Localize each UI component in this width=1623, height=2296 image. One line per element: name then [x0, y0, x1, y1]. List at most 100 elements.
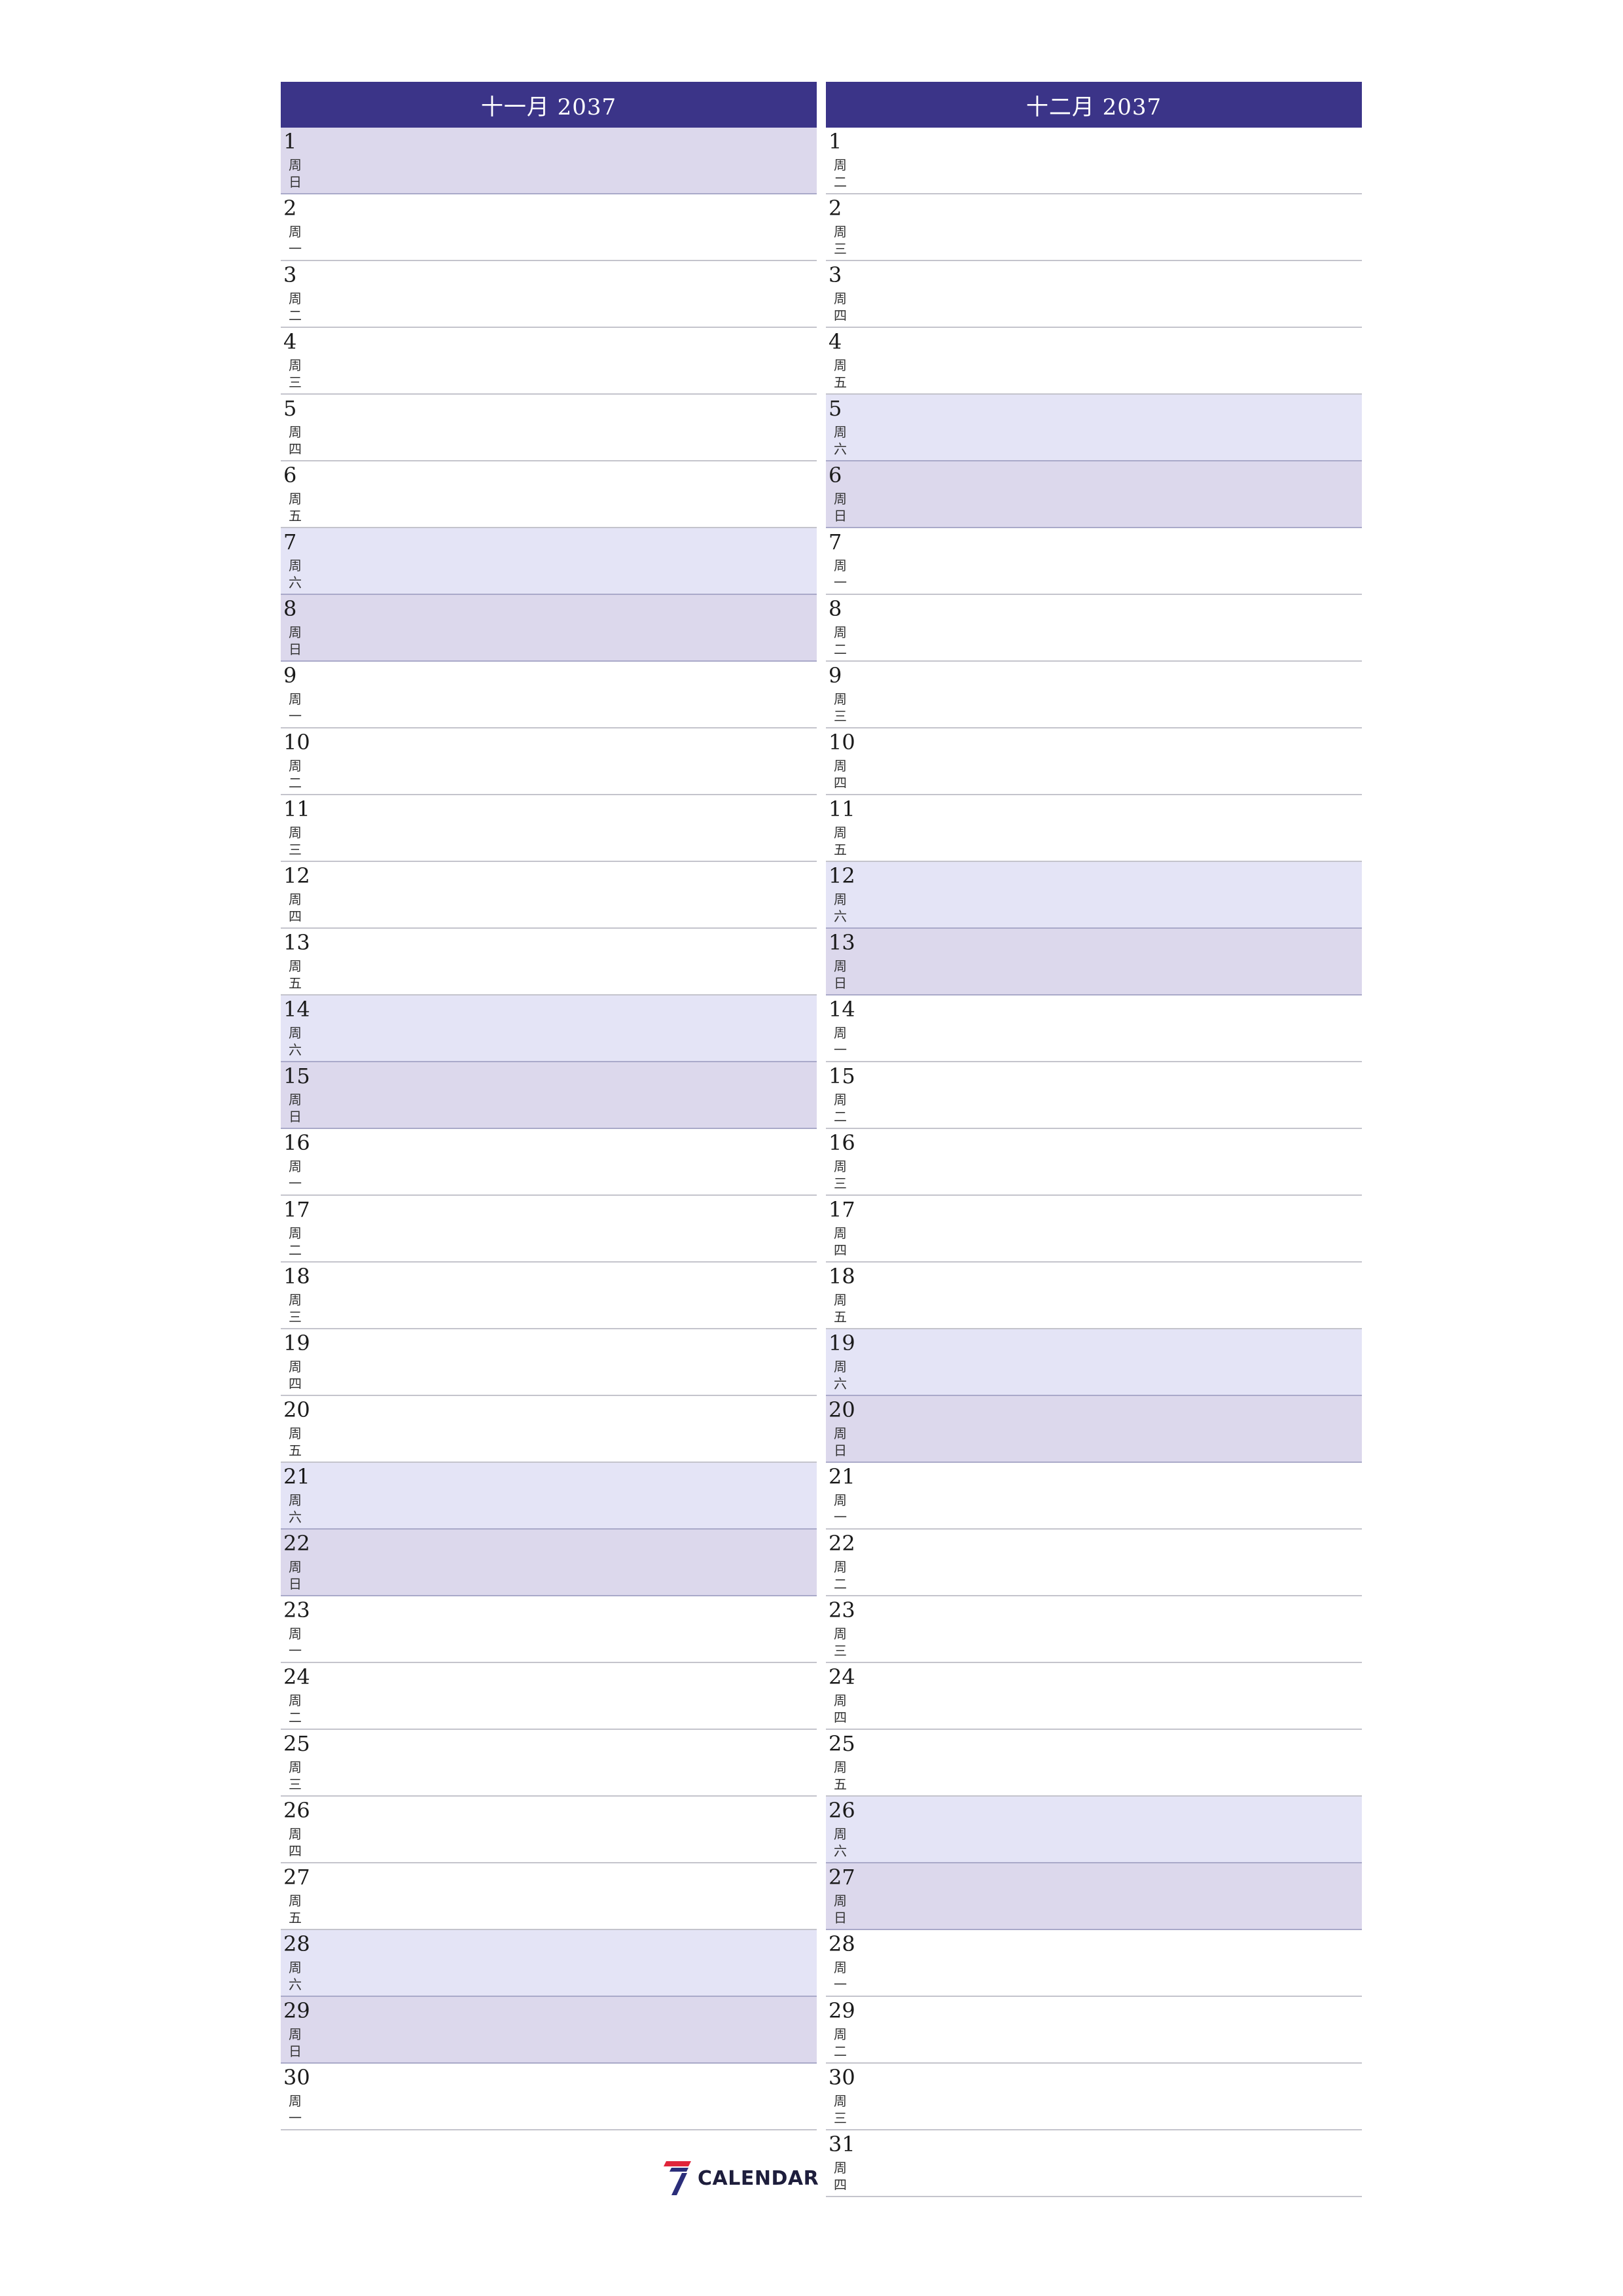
- weekday-label: 周日: [289, 624, 302, 657]
- weekday-label: 周六: [289, 1492, 302, 1525]
- day-row: 12 周四: [281, 862, 817, 929]
- day-number: 17: [283, 1197, 310, 1222]
- day-row: 16 周三: [826, 1129, 1362, 1196]
- day-number: 4: [829, 329, 842, 354]
- day-row: 4 周三: [281, 328, 817, 395]
- weekday-label: 周日: [289, 157, 302, 190]
- day-number: 24: [829, 1664, 855, 1689]
- weekday-label: 周四: [289, 1826, 302, 1859]
- day-number: 18: [283, 1264, 310, 1289]
- day-row: 26 周六: [826, 1797, 1362, 1863]
- day-row: 20 周五: [281, 1396, 817, 1463]
- day-row: 24 周二: [281, 1663, 817, 1730]
- day-number: 21: [829, 1464, 855, 1489]
- weekday-label: 周一: [289, 1158, 302, 1191]
- day-number: 26: [829, 1798, 855, 1823]
- day-row: 22 周日: [281, 1530, 817, 1596]
- weekday-label: 周一: [834, 1492, 847, 1525]
- day-number: 15: [829, 1064, 855, 1088]
- day-number: 15: [283, 1064, 310, 1088]
- day-row: 2 周一: [281, 194, 817, 261]
- day-row: 29 周日: [281, 1997, 817, 2064]
- weekday-label: 周日: [834, 958, 847, 991]
- weekday-label: 周一: [289, 2093, 302, 2126]
- day-row: 18 周三: [281, 1263, 817, 1329]
- weekday-label: 周日: [834, 491, 847, 524]
- day-row: 12 周六: [826, 862, 1362, 929]
- day-number: 20: [283, 1397, 310, 1422]
- day-row: 6 周五: [281, 461, 817, 528]
- day-number: 11: [283, 797, 310, 821]
- day-number: 25: [829, 1731, 855, 1756]
- weekday-label: 周五: [289, 491, 302, 524]
- day-number: 6: [829, 463, 842, 488]
- weekday-label: 周四: [289, 891, 302, 924]
- day-number: 1: [283, 129, 297, 154]
- month-column-november: 十一月 2037 1 周日 2 周一 3 周二 4 周三 5 周四 6 周五 7 周六 8 周日 9 周一 10 周二…: [281, 82, 817, 2130]
- weekday-label: 周二: [834, 624, 847, 657]
- day-row: 1 周二: [826, 128, 1362, 194]
- day-row: 19 周四: [281, 1329, 817, 1396]
- day-number: 24: [283, 1664, 310, 1689]
- day-number: 7: [829, 529, 842, 554]
- weekday-label: 周三: [834, 1158, 847, 1191]
- day-row: 30 周三: [826, 2064, 1362, 2130]
- day-number: 19: [283, 1331, 310, 1355]
- weekday-label: 周二: [834, 2026, 847, 2059]
- weekday-label: 周四: [834, 2160, 847, 2193]
- day-row: 13 周日: [826, 929, 1362, 996]
- month-header: 十一月 2037: [281, 82, 817, 128]
- weekday-label: 周四: [834, 758, 847, 791]
- day-row: 4 周五: [826, 328, 1362, 395]
- weekday-label: 周四: [289, 424, 302, 457]
- day-row: 23 周三: [826, 1596, 1362, 1663]
- day-row: 27 周五: [281, 1863, 817, 1930]
- day-number: 13: [829, 930, 855, 955]
- weekday-label: 周日: [289, 1092, 302, 1124]
- month-column-december: 十二月 2037 1 周二 2 周三 3 周四 4 周五 5 周六 6 周日 7 周一 8 周二 9 周三 10 周四…: [826, 82, 1362, 2197]
- day-row: 2 周三: [826, 194, 1362, 261]
- weekday-label: 周三: [289, 357, 302, 390]
- day-row: 21 周六: [281, 1463, 817, 1530]
- weekday-label: 周六: [834, 891, 847, 924]
- day-row: 3 周二: [281, 261, 817, 328]
- day-row: 14 周一: [826, 996, 1362, 1062]
- weekday-label: 周日: [289, 2026, 302, 2059]
- day-number: 16: [283, 1130, 310, 1155]
- day-row: 24 周四: [826, 1663, 1362, 1730]
- day-number: 14: [829, 997, 855, 1022]
- day-number: 27: [283, 1865, 310, 1890]
- weekday-label: 周一: [289, 224, 302, 257]
- day-number: 22: [829, 1531, 855, 1556]
- day-number: 2: [829, 196, 842, 221]
- day-row: 22 周二: [826, 1530, 1362, 1596]
- month-header: 十二月 2037: [826, 82, 1362, 128]
- day-number: 8: [829, 596, 842, 621]
- weekday-label: 周一: [834, 1025, 847, 1058]
- day-number: 2: [283, 196, 297, 221]
- day-number: 17: [829, 1197, 855, 1222]
- day-number: 9: [829, 663, 842, 688]
- weekday-label: 周二: [289, 1225, 302, 1258]
- day-row: 29 周二: [826, 1997, 1362, 2064]
- day-number: 10: [829, 730, 855, 755]
- weekday-label: 周三: [834, 224, 847, 257]
- day-number: 11: [829, 797, 855, 821]
- day-number: 28: [829, 1931, 855, 1956]
- day-number: 23: [829, 1598, 855, 1623]
- day-number: 16: [829, 1130, 855, 1155]
- weekday-label: 周六: [834, 424, 847, 457]
- weekday-label: 周五: [289, 1426, 302, 1458]
- day-row: 20 周日: [826, 1396, 1362, 1463]
- day-number: 18: [829, 1264, 855, 1289]
- day-row: 10 周二: [281, 728, 817, 795]
- weekday-label: 周二: [834, 1092, 847, 1124]
- weekday-label: 周三: [834, 691, 847, 724]
- weekday-label: 周三: [289, 825, 302, 857]
- day-number: 4: [283, 329, 297, 354]
- weekday-label: 周二: [289, 291, 302, 323]
- weekday-label: 周四: [834, 1225, 847, 1258]
- weekday-label: 周六: [289, 1960, 302, 1992]
- day-number: 7: [283, 529, 297, 554]
- day-row: 23 周一: [281, 1596, 817, 1663]
